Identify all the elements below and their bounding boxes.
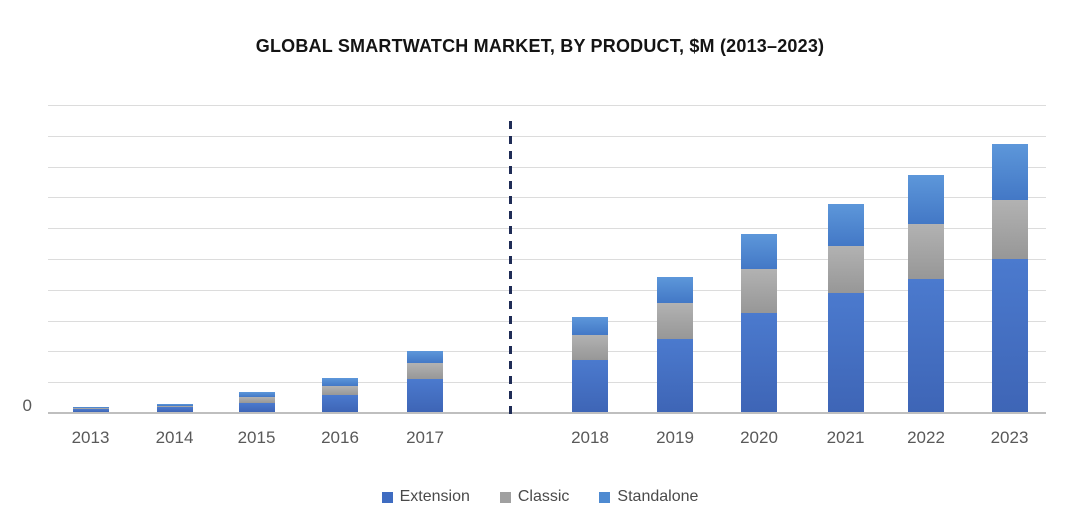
bar-segment-extension-2022 — [908, 279, 944, 412]
bar-segment-standalone-2018 — [572, 317, 608, 335]
bar-segment-classic-2013 — [72, 408, 109, 409]
bar-segment-standalone-2022 — [908, 175, 944, 224]
chart-title: GLOBAL SMARTWATCH MARKET, BY PRODUCT, $M… — [255, 36, 825, 56]
bar-segment-extension-2017 — [407, 379, 443, 412]
gridline — [48, 135, 1046, 137]
bar-segment-classic-2023 — [991, 200, 1028, 259]
bar-segment-standalone-2015 — [238, 392, 275, 397]
gridline — [48, 320, 1046, 322]
forecast-divider-dashed-line — [509, 121, 512, 417]
bar-segment-extension-2021 — [827, 293, 864, 412]
x-axis-label-2013: 2013 — [71, 428, 110, 447]
bar-segment-standalone-2013 — [72, 407, 109, 408]
bar-2016 — [322, 378, 358, 412]
x-axis-line — [48, 412, 1046, 414]
legend-label: Standalone — [617, 488, 699, 505]
bar-2022 — [908, 175, 944, 412]
bar-2015 — [238, 392, 275, 412]
bar-2019 — [657, 277, 693, 412]
bar-2021 — [827, 204, 864, 412]
bar-segment-classic-2022 — [908, 224, 944, 279]
gridline — [48, 382, 1046, 384]
bar-segment-standalone-2020 — [741, 234, 777, 269]
bar-segment-classic-2021 — [827, 246, 864, 293]
chart-legend: Extension Classic Standalone — [0, 488, 1080, 506]
gridline — [48, 289, 1046, 291]
bar-segment-extension-2019 — [657, 339, 693, 412]
bar-segment-classic-2017 — [407, 363, 443, 379]
bar-segment-classic-2014 — [156, 406, 193, 407]
gridline — [48, 259, 1046, 260]
plot-area — [48, 105, 1046, 417]
legend-item-standalone: Standalone — [599, 488, 698, 506]
bar-segment-classic-2018 — [572, 335, 608, 360]
bar-segment-standalone-2021 — [827, 204, 864, 246]
gridline — [48, 197, 1046, 199]
bar-2013 — [72, 407, 109, 412]
x-axis-label-2015: 2015 — [237, 428, 276, 447]
legend-item-classic: Classic — [499, 488, 570, 506]
gridline — [48, 166, 1046, 168]
x-axis-label-2023: 2023 — [990, 428, 1029, 447]
legend-item-extension: Extension — [381, 488, 470, 506]
bar-segment-standalone-2023 — [991, 144, 1028, 200]
legend-label: Classic — [517, 488, 570, 505]
bar-2018 — [572, 317, 608, 412]
bar-segment-extension-2018 — [572, 360, 608, 412]
x-axis-label-2021: 2021 — [826, 428, 865, 447]
x-axis-label-2018: 2018 — [571, 428, 609, 447]
bar-2017 — [407, 351, 443, 412]
y-axis-zero-tick-label: 0 — [22, 396, 32, 415]
legend-swatch-classic — [499, 491, 511, 503]
bar-2014 — [156, 404, 193, 412]
gridline — [48, 228, 1046, 230]
x-axis-label-2019: 2019 — [656, 428, 694, 447]
bar-segment-standalone-2016 — [322, 378, 358, 386]
bar-segment-extension-2016 — [322, 395, 358, 412]
bar-segment-extension-2023 — [991, 259, 1028, 412]
x-axis-label-2017: 2017 — [406, 428, 444, 447]
bar-2020 — [741, 234, 777, 412]
legend-label: Extension — [399, 488, 470, 505]
bar-segment-classic-2016 — [322, 386, 358, 395]
x-axis-label-2022: 2022 — [907, 428, 945, 447]
bar-segment-standalone-2014 — [156, 404, 193, 406]
bar-segment-extension-2013 — [72, 409, 109, 412]
gridline — [48, 351, 1046, 353]
bar-segment-classic-2015 — [238, 397, 275, 403]
gridline — [48, 105, 1046, 106]
bar-2023 — [991, 144, 1028, 412]
bar-segment-extension-2020 — [741, 313, 777, 412]
bar-segment-extension-2014 — [156, 407, 193, 412]
bar-segment-classic-2019 — [657, 303, 693, 339]
bar-segment-standalone-2019 — [657, 277, 693, 303]
x-axis-label-2020: 2020 — [740, 428, 778, 447]
bar-segment-classic-2020 — [741, 269, 777, 313]
x-axis-label-2016: 2016 — [321, 428, 359, 447]
legend-swatch-extension — [381, 491, 393, 503]
bar-segment-standalone-2017 — [407, 351, 443, 363]
x-axis-label-2014: 2014 — [155, 428, 194, 447]
legend-swatch-standalone — [599, 491, 611, 503]
bar-segment-extension-2015 — [238, 403, 275, 412]
